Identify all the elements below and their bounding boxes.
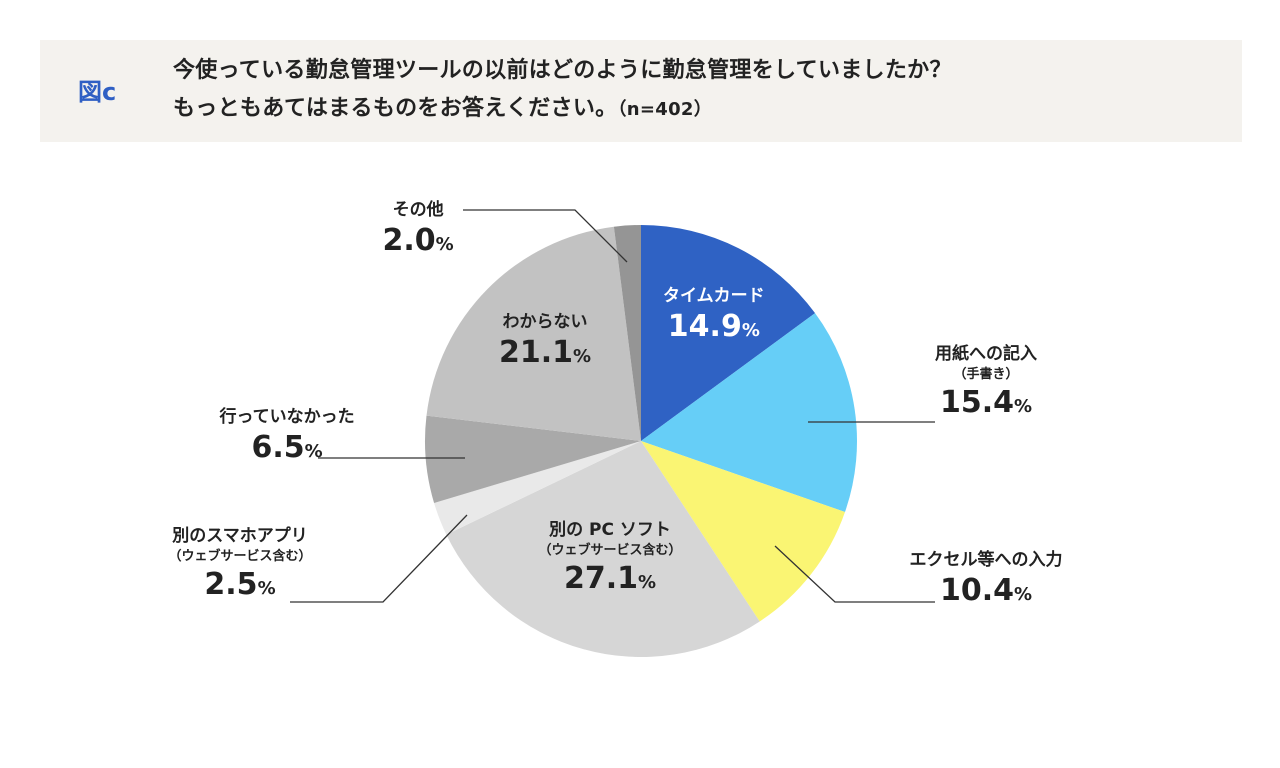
- slice-label-sub: （手書き）: [953, 367, 1019, 382]
- slice-value: 6.5%: [251, 430, 323, 465]
- leader-line-4: [290, 514, 468, 603]
- slice-label-6: わからない 21.1%: [499, 310, 591, 376]
- sample-size: （n=402）: [617, 99, 713, 120]
- chart-title: 今使っている勤怠管理ツールの以前はどのように勤怠管理をしていましたか？ もっとも…: [173, 52, 952, 129]
- percent-sign: %: [741, 320, 760, 341]
- percent-sign: %: [1013, 584, 1033, 605]
- percent-sign: %: [573, 346, 592, 367]
- slice-label-0: タイムカード 14.9%: [663, 284, 765, 350]
- slice-label-sub: （ウェブサービス含む）: [538, 543, 682, 558]
- title-line-1: 今使っている勤怠管理ツールの以前はどのように勤怠管理をしていましたか？: [173, 58, 952, 83]
- pie-slice-1: [641, 313, 857, 512]
- leader-line-7: [463, 209, 628, 263]
- title-line-2-text: もっともあてはまるものをお答えください。: [173, 96, 618, 121]
- percent-sign: %: [257, 578, 276, 599]
- percent-sign: %: [435, 234, 454, 255]
- slice-label-name: エクセル等への入力: [909, 550, 1063, 570]
- slice-value: 10.4%: [939, 573, 1033, 608]
- pie-slice-0: [641, 225, 816, 441]
- slice-label-sub: （ウェブサービス含む）: [168, 549, 312, 564]
- slice-label-name: 行っていなかった: [219, 407, 355, 427]
- pie-slice-6: [426, 226, 641, 441]
- slice-label-4: 別のスマホアプリ （ウェブサービス含む） 2.5%: [169, 524, 312, 608]
- pie-slice-3: [446, 441, 760, 658]
- slice-label-name: 用紙への記入: [935, 344, 1037, 364]
- pie-slice-2: [641, 441, 845, 622]
- percent-sign: %: [304, 441, 323, 462]
- pie-slice-4: [434, 441, 641, 535]
- percent-sign: %: [1013, 396, 1033, 417]
- pie-slice-7: [613, 225, 641, 441]
- slice-label-5: 行っていなかった 6.5%: [220, 405, 355, 471]
- percent-sign: %: [638, 572, 657, 593]
- slice-label-3: 別の PC ソフト （ウェブサービス含む） 27.1%: [539, 518, 682, 602]
- chart-header: 図c 今使っている勤怠管理ツールの以前はどのように勤怠管理をしていましたか？ も…: [40, 40, 1242, 142]
- slice-value: 2.0%: [382, 223, 454, 258]
- leader-line-2: [774, 545, 935, 603]
- figure-label: 図c: [78, 78, 117, 106]
- title-line-2: もっともあてはまるものをお答えください。（n=402）: [173, 90, 952, 129]
- slice-value: 27.1%: [563, 561, 657, 596]
- slice-label-name: その他: [392, 200, 444, 220]
- slice-label-1: 用紙への記入 （手書き） 15.4%: [935, 342, 1037, 426]
- slice-value: 21.1%: [499, 335, 592, 370]
- slice-value: 2.5%: [204, 567, 276, 602]
- slice-label-name: わからない: [502, 312, 588, 332]
- slice-label-name: 別のスマホアプリ: [172, 526, 308, 546]
- slice-label-7: その他 2.0%: [383, 198, 454, 264]
- slice-label-name: 別の PC ソフト: [549, 520, 671, 540]
- slice-value: 14.9%: [667, 309, 760, 344]
- slice-label-name: タイムカード: [663, 286, 765, 306]
- slice-label-2: エクセル等への入力 10.4%: [910, 548, 1063, 614]
- slice-value: 15.4%: [939, 385, 1033, 420]
- pie-slice-5: [425, 415, 641, 503]
